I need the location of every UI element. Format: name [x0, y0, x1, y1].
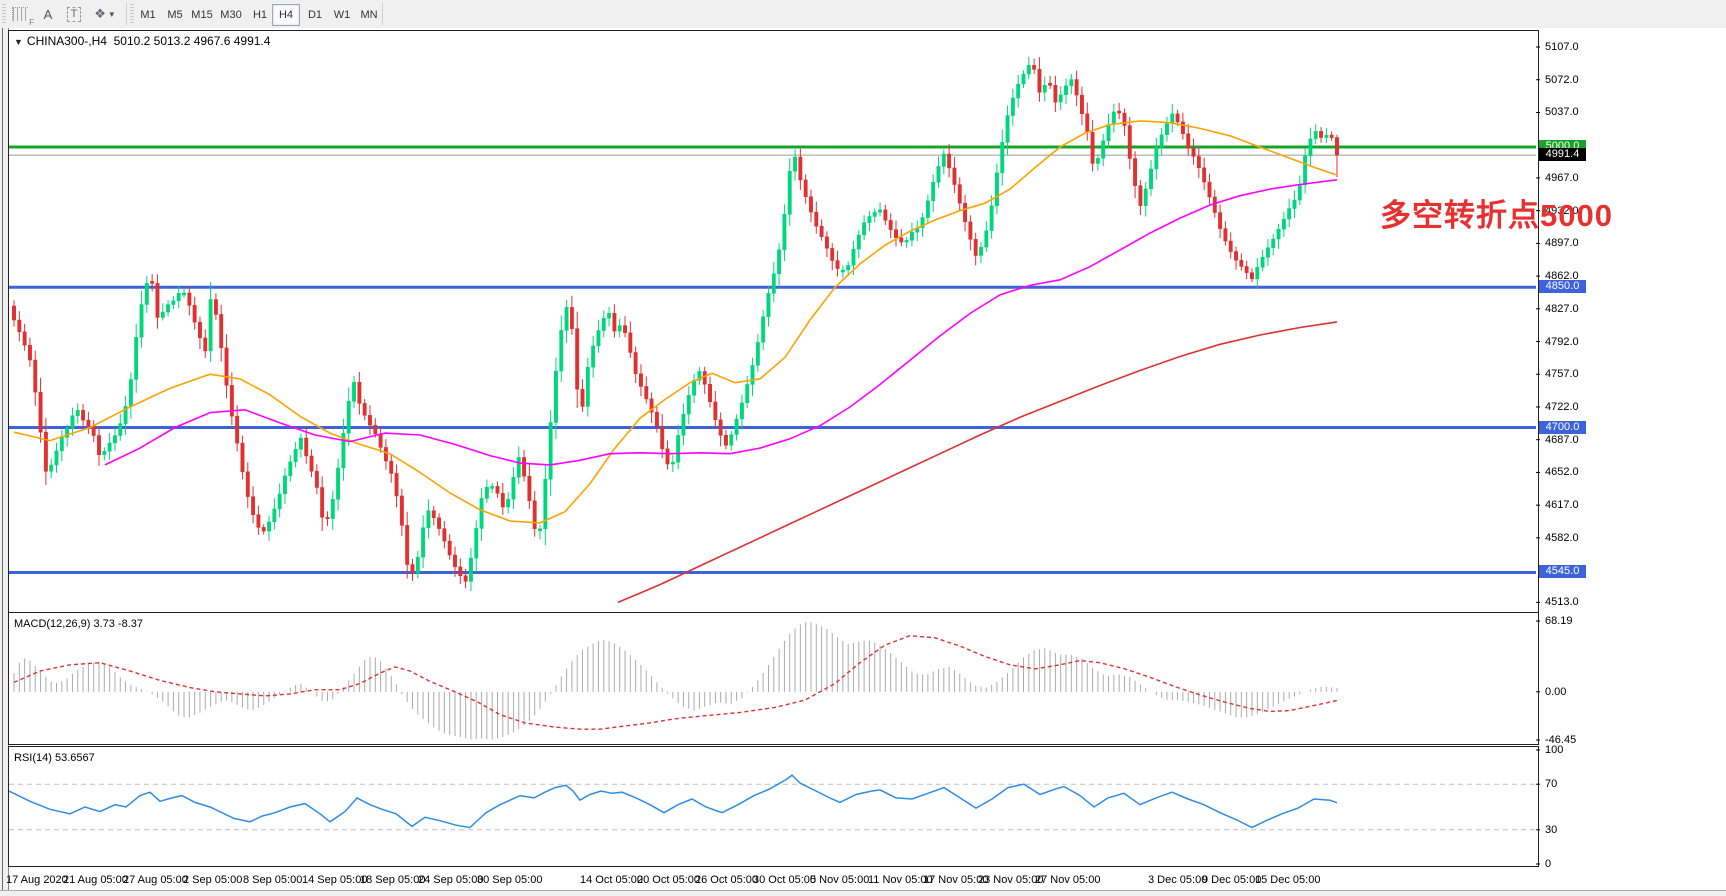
- symbol-dropdown-icon[interactable]: ▼: [14, 37, 23, 47]
- price-tick-label: 4582.0: [1545, 531, 1579, 544]
- annotation-text[interactable]: 多空转折点5000: [1380, 198, 1613, 233]
- price-tick-label: 5037.0: [1545, 106, 1579, 119]
- time-tick-label: 17 Nov 05:00: [923, 874, 989, 886]
- macd-signal-line: [13, 634, 1338, 730]
- time-tick-label: 30 Oct 05:00: [753, 874, 816, 886]
- main-chart-panel[interactable]: [8, 30, 1539, 614]
- bottom-strip: [0, 890, 1726, 896]
- time-tick-label: 2 Sep 05:00: [183, 874, 243, 886]
- rsi-tick-label: 100: [1545, 744, 1564, 756]
- price-tick-label: 4617.0: [1545, 499, 1579, 512]
- time-tick-label: 23 Nov 05:00: [978, 874, 1044, 886]
- time-tick-label: 30 Sep 05:00: [477, 874, 543, 886]
- price-level-box: 4545.0: [1539, 565, 1586, 579]
- price-tick-label: 4792.0: [1545, 335, 1579, 348]
- price-tick-label: 4687.0: [1545, 433, 1579, 446]
- rsi-line: [9, 774, 1338, 829]
- timeframe-button-d1[interactable]: D1: [307, 9, 323, 21]
- price-tick-label: 4652.0: [1545, 466, 1579, 479]
- time-tick-label: 5 Nov 05:00: [810, 874, 870, 886]
- chart-symbol-title[interactable]: ▼ CHINA300-,H4 5010.2 5013.2 4967.6 4991.…: [14, 34, 270, 48]
- time-tick-label: 18 Sep 05:00: [360, 874, 426, 886]
- candles-layer[interactable]: [12, 56, 1339, 592]
- toolbar: A T ❖ ▼ M1 M5 M15 M30 H1 H4 D1 W1 MN: [0, 0, 1726, 29]
- price-tick-label: 4862.0: [1545, 270, 1579, 283]
- text-tool-icon[interactable]: T: [62, 3, 86, 25]
- price-level-box: 4850.0: [1539, 280, 1586, 294]
- time-tick-label: 24 Sep 05:00: [418, 874, 484, 886]
- price-tick-label: 4967.0: [1545, 171, 1579, 184]
- time-tick-label: 14 Oct 05:00: [580, 874, 643, 886]
- price-tick-label: 4513.0: [1545, 596, 1579, 609]
- templates-grid-icon[interactable]: [8, 3, 34, 27]
- price-tick-label: 5107.0: [1545, 41, 1579, 54]
- toolbar-separator: [126, 3, 127, 25]
- timeframe-button-mn[interactable]: MN: [360, 9, 378, 21]
- line-studies-icon[interactable]: ❖ ▼: [88, 3, 122, 25]
- price-tick-label: 5072.0: [1545, 73, 1579, 86]
- timeframe-button-m15[interactable]: M15: [191, 9, 213, 21]
- timeframe-button-m30[interactable]: M30: [220, 9, 242, 21]
- font-a-glyph: A: [43, 6, 53, 22]
- rsi-plot-layer: [9, 774, 1536, 831]
- price-tick-label: 4827.0: [1545, 302, 1579, 315]
- time-tick-label: 17 Aug 2020: [6, 874, 68, 886]
- price-tick-label: 4932.0: [1545, 204, 1579, 217]
- time-tick-label: 11 Nov 05:00: [868, 874, 933, 886]
- time-tick-label: 21 Aug 05:00: [63, 874, 128, 886]
- dropdown-caret-icon: ▼: [107, 9, 116, 19]
- price-level-box: 4991.4: [1539, 148, 1586, 162]
- time-tick-label: 26 Oct 05:00: [695, 874, 758, 886]
- macd-tick-label: 0.00: [1545, 685, 1567, 698]
- rsi-panel[interactable]: [8, 746, 1539, 867]
- time-tick-label: 14 Sep 05:00: [302, 874, 368, 886]
- rsi-label: RSI(14) 53.6567: [14, 752, 95, 764]
- time-tick-label: 27 Aug 05:00: [123, 874, 188, 886]
- shapes-glyph: ❖: [94, 6, 106, 21]
- price-tick-label: 4722.0: [1545, 400, 1579, 413]
- timeframe-button-h4[interactable]: H4: [272, 4, 300, 26]
- macd-tick-label: 68.19: [1545, 615, 1573, 627]
- time-tick-label: 3 Dec 05:00: [1148, 874, 1208, 886]
- main-plot-layer[interactable]: [9, 56, 1536, 604]
- macd-tick-label: -46.45: [1545, 734, 1577, 746]
- timeframe-drag-handle[interactable]: [130, 4, 134, 24]
- text-glyph: T: [66, 6, 82, 22]
- price-level-box: 4700.0: [1539, 420, 1586, 434]
- price-tick-label: 4757.0: [1545, 368, 1579, 381]
- price-tick-label: 4897.0: [1545, 237, 1579, 250]
- rsi-tick-label: 0: [1545, 858, 1552, 870]
- timeframe-button-m1[interactable]: M1: [140, 9, 156, 21]
- grid-glyph: [12, 7, 34, 27]
- time-tick-label: 15 Dec 05:00: [1255, 874, 1321, 886]
- chart-window: ▼ CHINA300-,H4 5010.2 5013.2 4967.6 4991.…: [0, 28, 1726, 896]
- time-tick-label: 9 Dec 05:00: [1202, 874, 1262, 886]
- chart-canvas[interactable]: [0, 28, 1726, 896]
- ohlc-values: 5010.2 5013.2 4967.6 4991.4: [113, 34, 271, 48]
- font-a-icon[interactable]: A: [36, 3, 60, 25]
- timeframe-button-w1[interactable]: W1: [333, 9, 351, 21]
- macd-plot-layer: [13, 622, 1338, 740]
- symbol-label: CHINA300-,H4: [26, 34, 107, 48]
- ma-mid-magenta: [104, 179, 1338, 466]
- ma-slow-red: [617, 321, 1338, 604]
- timeframe-button-m5[interactable]: M5: [167, 9, 183, 21]
- timeframe-button-h1[interactable]: H1: [252, 9, 268, 21]
- time-tick-label: 27 Nov 05:00: [1035, 874, 1101, 886]
- toolbar-separator2: [382, 3, 383, 25]
- ma-fast-orange: [13, 120, 1338, 524]
- macd-label: MACD(12,26,9) 3.73 -8.37: [14, 618, 144, 630]
- rsi-tick-label: 30: [1545, 823, 1558, 836]
- rsi-tick-label: 70: [1545, 778, 1558, 791]
- time-tick-label: 8 Sep 05:00: [243, 874, 303, 886]
- toolbar-drag-handle[interactable]: [2, 4, 6, 24]
- time-tick-label: 20 Oct 05:00: [637, 874, 700, 886]
